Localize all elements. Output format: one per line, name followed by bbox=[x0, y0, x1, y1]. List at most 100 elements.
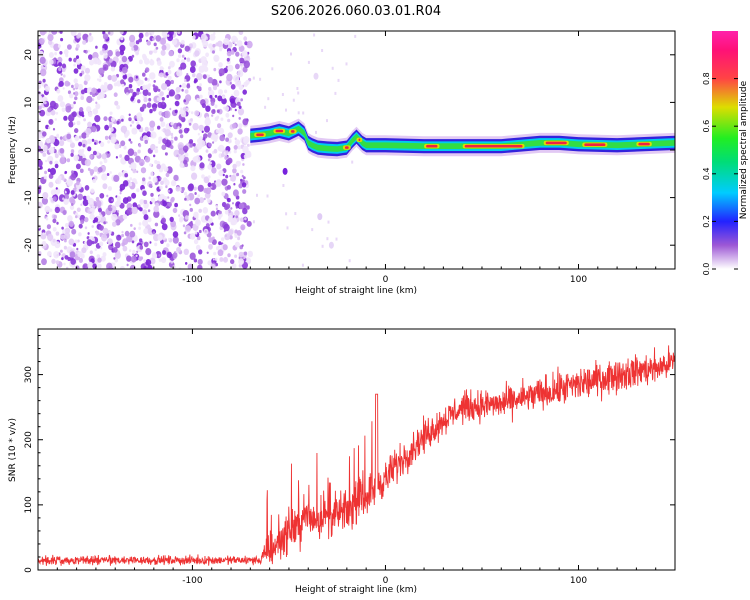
noise-speckle bbox=[321, 49, 324, 52]
noise-speckle bbox=[209, 161, 212, 165]
noise-speckle bbox=[126, 263, 129, 267]
noise-speckle bbox=[102, 48, 105, 52]
noise-speckle bbox=[102, 33, 109, 40]
noise-speckle bbox=[110, 117, 116, 122]
noise-speckle bbox=[149, 50, 153, 55]
noise-speckle bbox=[70, 190, 75, 195]
noise-speckle bbox=[69, 93, 74, 99]
noise-speckle bbox=[52, 127, 56, 131]
noise-speckle bbox=[176, 154, 179, 158]
noise-speckle bbox=[49, 100, 57, 108]
noise-speckle bbox=[232, 202, 234, 205]
noise-speckle bbox=[131, 127, 138, 135]
noise-speckle bbox=[153, 42, 157, 47]
noise-speckle bbox=[142, 177, 146, 182]
noise-speckle bbox=[242, 176, 246, 180]
noise-speckle bbox=[200, 56, 207, 64]
noise-speckle bbox=[184, 191, 188, 196]
noise-speckle bbox=[75, 212, 79, 217]
noise-speckle bbox=[223, 256, 228, 263]
noise-speckle bbox=[77, 214, 81, 219]
noise-speckle bbox=[132, 253, 135, 256]
noise-speckle bbox=[92, 108, 99, 115]
noise-speckle bbox=[211, 167, 217, 174]
noise-speckle bbox=[89, 91, 93, 95]
noise-speckle bbox=[139, 91, 142, 95]
noise-speckle bbox=[160, 180, 164, 185]
noise-speckle bbox=[241, 226, 245, 231]
noise-speckle bbox=[142, 72, 146, 77]
noise-speckle bbox=[63, 262, 66, 266]
noise-speckle bbox=[164, 179, 170, 186]
noise-speckle bbox=[64, 227, 71, 234]
noise-speckle bbox=[38, 95, 43, 101]
colorbar-tick-label: 0.4 bbox=[702, 167, 711, 180]
noise-speckle bbox=[210, 101, 215, 106]
noise-speckle bbox=[146, 86, 150, 91]
noise-speckle bbox=[63, 245, 67, 250]
noise-speckle bbox=[228, 229, 234, 236]
noise-speckle bbox=[189, 203, 192, 207]
noise-speckle bbox=[149, 109, 153, 114]
noise-speckle bbox=[90, 172, 93, 176]
noise-speckle bbox=[202, 74, 207, 80]
noise-speckle bbox=[149, 120, 156, 128]
noise-speckle bbox=[196, 72, 203, 81]
noise-speckle bbox=[143, 259, 147, 263]
noise-speckle bbox=[86, 239, 93, 247]
noise-speckle bbox=[110, 205, 117, 213]
noise-speckle bbox=[112, 221, 117, 227]
noise-speckle bbox=[187, 183, 194, 192]
noise-speckle bbox=[150, 131, 157, 139]
noise-speckle bbox=[243, 60, 250, 69]
noise-speckle bbox=[224, 155, 228, 160]
noise-speckle bbox=[68, 220, 74, 227]
noise-speckle bbox=[241, 174, 244, 178]
noise-speckle bbox=[87, 232, 90, 235]
noise-speckle bbox=[129, 124, 132, 127]
noise-speckle bbox=[216, 109, 220, 113]
noise-speckle bbox=[113, 82, 118, 87]
noise-speckle bbox=[294, 212, 297, 215]
noise-speckle bbox=[196, 138, 202, 144]
noise-speckle bbox=[83, 118, 86, 122]
noise-speckle bbox=[217, 249, 224, 257]
noise-speckle bbox=[99, 225, 104, 231]
noise-speckle bbox=[167, 75, 172, 81]
noise-speckle bbox=[120, 265, 125, 269]
noise-speckle bbox=[148, 183, 153, 188]
noise-speckle bbox=[208, 43, 213, 49]
noise-speckle bbox=[47, 107, 52, 113]
noise-speckle bbox=[70, 173, 76, 181]
noise-speckle bbox=[48, 52, 54, 58]
noise-speckle bbox=[78, 258, 83, 263]
noise-speckle bbox=[334, 91, 337, 95]
noise-speckle bbox=[207, 77, 213, 84]
noise-speckle bbox=[147, 264, 153, 269]
noise-speckle bbox=[131, 240, 135, 244]
noise-speckle bbox=[121, 233, 124, 238]
noise-speckle bbox=[96, 254, 101, 259]
noise-speckle bbox=[212, 50, 215, 54]
noise-speckle bbox=[184, 225, 191, 233]
noise-speckle bbox=[120, 36, 124, 41]
noise-speckle bbox=[95, 101, 98, 105]
noise-speckle bbox=[242, 207, 248, 215]
noise-speckle bbox=[227, 64, 234, 72]
noise-speckle bbox=[109, 111, 113, 115]
noise-speckle bbox=[234, 43, 237, 46]
noise-speckle bbox=[89, 154, 93, 159]
colorbar-tick-label: 0.6 bbox=[702, 120, 711, 133]
noise-speckle bbox=[240, 98, 243, 102]
noise-speckle bbox=[92, 51, 99, 60]
noise-speckle bbox=[238, 45, 245, 52]
noise-speckle bbox=[196, 236, 201, 241]
noise-speckle bbox=[225, 150, 229, 155]
spectrogram-ytick-label: 0 bbox=[24, 147, 34, 153]
noise-speckle bbox=[204, 125, 210, 133]
noise-speckle bbox=[59, 101, 65, 108]
noise-speckle bbox=[40, 150, 44, 154]
noise-speckle bbox=[144, 156, 151, 163]
noise-speckle bbox=[47, 126, 51, 130]
noise-speckle bbox=[55, 177, 62, 185]
